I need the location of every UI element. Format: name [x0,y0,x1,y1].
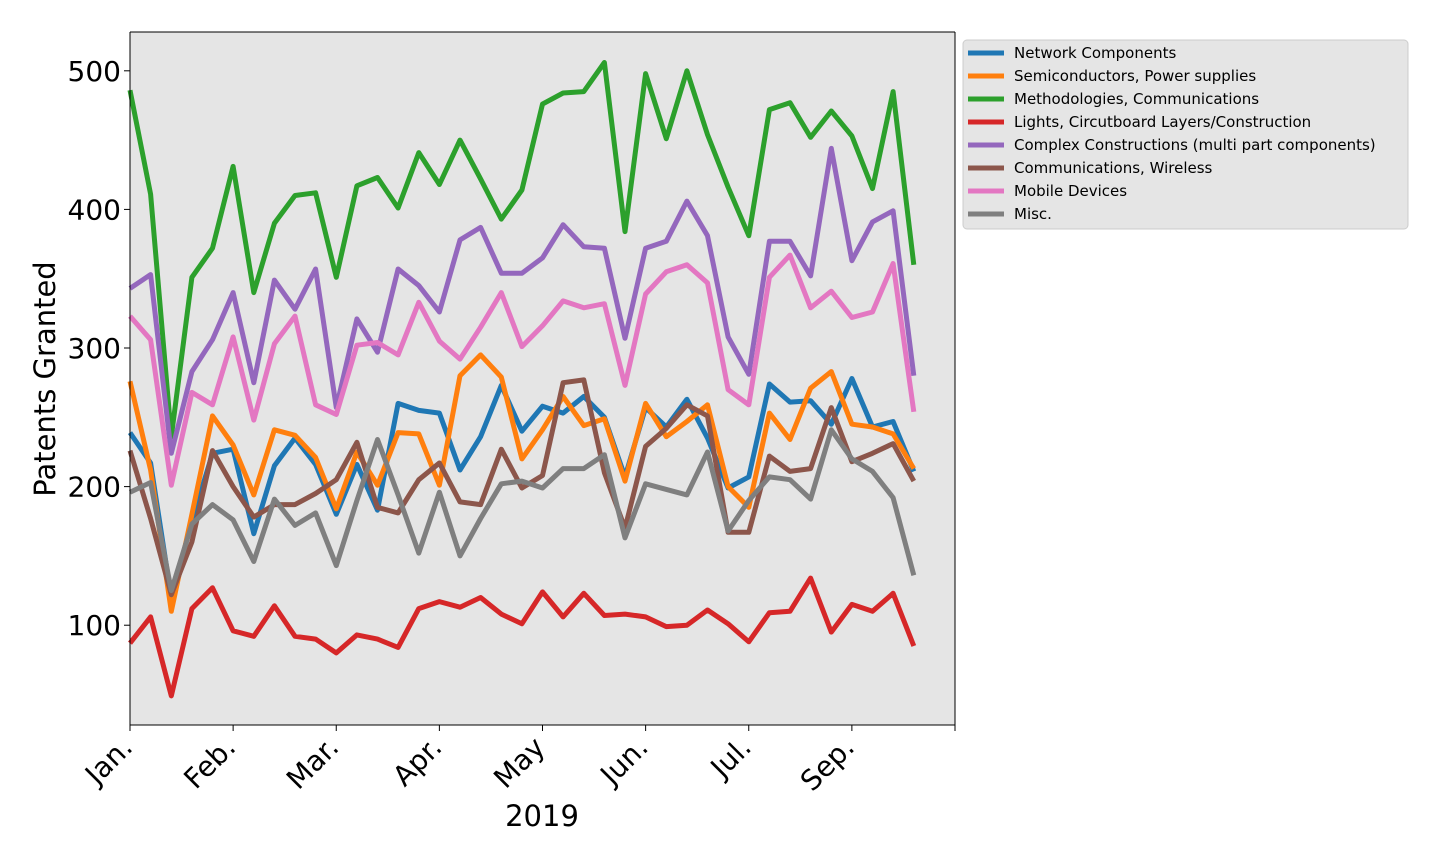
x-tick-label: Jun. [593,731,655,793]
y-tick-label: 300 [68,332,121,365]
y-tick-label: 500 [68,55,121,88]
y-tick-label: 100 [68,609,121,642]
legend-label: Communications, Wireless [1014,159,1213,177]
x-tick-label: Sep. [794,731,861,798]
x-tick-label: Jul. [703,731,758,786]
legend-label: Semiconductors, Power supplies [1014,67,1256,85]
x-tick-label: Mar. [280,731,345,796]
y-ticks: 100 200 300 400 500 [68,55,130,642]
legend: Network Components Semiconductors, Power … [963,40,1408,229]
x-tick-label: Jan. [77,731,139,793]
legend-label: Network Components [1014,44,1176,62]
legend-label: Misc. [1014,205,1052,223]
y-tick-label: 400 [68,193,121,226]
legend-label: Mobile Devices [1014,182,1127,200]
x-tick-label: May [487,731,551,795]
y-axis-label: Patents Granted [28,261,62,496]
x-tick-label: Feb. [177,731,242,796]
legend-label: Methodologies, Communications [1014,90,1259,108]
legend-label: Complex Constructions (multi part compon… [1014,136,1376,154]
legend-label: Lights, Circutboard Layers/Construction [1014,113,1311,131]
x-tick-label: Apr. [386,731,448,793]
x-axis-label: 2019 [505,799,579,833]
y-tick-label: 200 [68,471,121,504]
x-ticks: Jan. Feb. Mar. Apr. May Jun. Jul. Sep. [77,725,955,798]
